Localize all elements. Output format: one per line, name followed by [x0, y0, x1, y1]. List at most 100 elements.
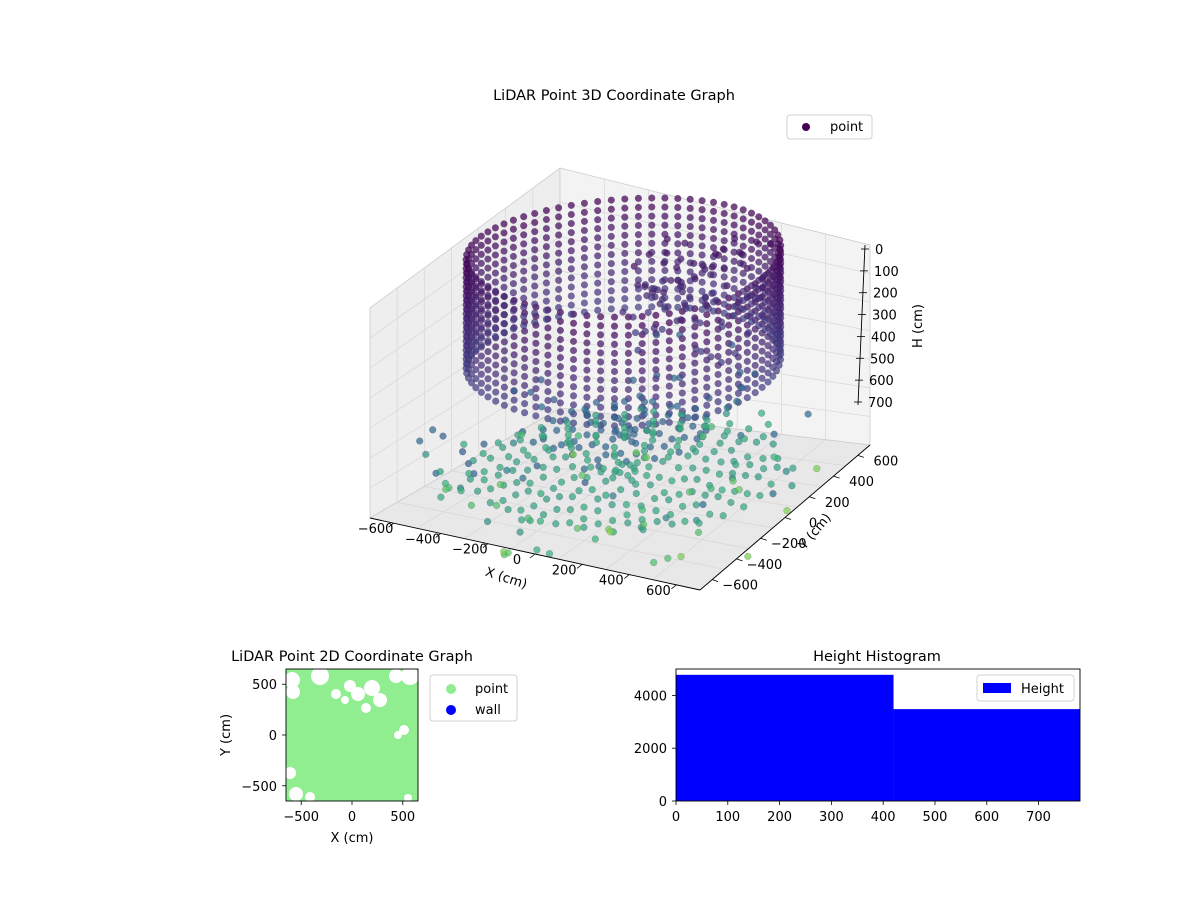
- data-point-3d: [747, 282, 756, 290]
- data-point-3d: [510, 387, 518, 395]
- data-point-3d: [484, 328, 492, 336]
- data-point-3d: [492, 361, 500, 369]
- data-point-3d: [735, 438, 743, 446]
- scatter-2d-gap: [286, 767, 296, 779]
- data-point-3d: [621, 222, 629, 230]
- data-point-3d: [677, 552, 685, 561]
- data-point-3d: [484, 246, 492, 254]
- data-point-3d: [612, 426, 620, 434]
- data-point-3d: [674, 276, 682, 284]
- data-point-3d: [664, 411, 672, 419]
- data-point-3d: [766, 312, 775, 320]
- data-point-3d: [472, 309, 480, 317]
- data-point-3d: [542, 279, 551, 287]
- data-point-3d: [698, 197, 706, 205]
- data-point-3d: [720, 255, 728, 263]
- data-point-3d: [725, 394, 733, 402]
- y-tick-3d: [736, 558, 743, 562]
- data-point-3d: [632, 449, 640, 457]
- data-point-3d: [554, 303, 563, 312]
- x-tick-3d: [671, 584, 677, 590]
- data-point-3d: [634, 294, 643, 302]
- data-point-3d: [758, 347, 766, 355]
- scatter-2d-gap: [389, 669, 403, 683]
- data-point-3d: [755, 249, 763, 257]
- data-point-3d: [609, 492, 617, 500]
- data-point-3d: [717, 458, 725, 466]
- data-point-3d: [648, 285, 656, 293]
- data-point-3d: [566, 506, 575, 514]
- data-point-3d: [500, 247, 508, 255]
- data-point-3d: [554, 213, 563, 221]
- data-point-3d: [755, 267, 763, 275]
- data-point-3d: [637, 405, 645, 413]
- data-point-3d: [621, 304, 629, 312]
- data-point-3d: [500, 329, 508, 337]
- data-point-3d: [747, 254, 756, 263]
- data-point-3d: [484, 309, 492, 318]
- legend-2d-point-marker: [446, 684, 456, 694]
- data-point-3d: [556, 335, 565, 344]
- scatter-2d-gap: [286, 685, 300, 699]
- data-point-3d: [678, 389, 686, 397]
- chart-2d: LiDAR Point 2D Coordinate Graph −500 0 500…: [219, 649, 518, 846]
- data-point-3d: [617, 486, 625, 494]
- data-point-3d: [607, 214, 615, 222]
- data-point-3d: [524, 487, 532, 495]
- data-point-3d: [592, 431, 600, 439]
- data-point-3d: [477, 352, 486, 360]
- data-point-3d: [484, 366, 492, 374]
- data-point-3d: [624, 385, 633, 394]
- data-point-3d: [650, 454, 659, 463]
- z-tick-label-3d: 100: [874, 265, 899, 280]
- data-point-3d: [523, 466, 532, 474]
- z-tick-label-3d: 0: [875, 243, 883, 258]
- data-point-3d: [674, 285, 682, 293]
- data-point-3d: [520, 294, 528, 302]
- data-point-3d: [484, 273, 492, 281]
- data-point-3d: [685, 488, 694, 496]
- data-point-3d: [520, 372, 529, 381]
- data-point-3d: [607, 223, 615, 231]
- data-point-3d: [512, 458, 521, 466]
- data-point-3d: [739, 278, 747, 286]
- data-point-3d: [730, 248, 738, 256]
- data-point-3d: [739, 233, 747, 241]
- data-point-3d: [567, 247, 575, 255]
- data-point-3d: [699, 432, 707, 440]
- data-point-3d: [701, 491, 709, 499]
- data-point-3d: [719, 512, 727, 520]
- data-point-3d: [518, 430, 526, 439]
- data-point-3d: [500, 310, 508, 319]
- data-point-3d: [743, 394, 751, 402]
- data-point-3d: [580, 299, 589, 307]
- data-point-3d: [761, 253, 769, 261]
- data-point-3d: [691, 332, 699, 340]
- chart-2d-title: LiDAR Point 2D Coordinate Graph: [231, 649, 473, 665]
- x-tick-label-3d: −600: [358, 522, 394, 537]
- data-point-3d: [596, 340, 605, 348]
- data-point-3d: [532, 366, 540, 375]
- data-point-3d: [509, 466, 517, 475]
- data-point-3d: [580, 281, 589, 289]
- data-point-3d: [567, 219, 575, 228]
- data-point-3d: [743, 453, 752, 461]
- data-point-3d: [520, 303, 528, 311]
- data-point-3d: [510, 405, 518, 413]
- z-tick-label-3d: 300: [872, 309, 897, 324]
- data-point-3d: [649, 428, 657, 436]
- z-tick-label-3d: 700: [868, 396, 893, 411]
- data-point-3d: [500, 338, 509, 346]
- data-point-3d: [544, 324, 552, 332]
- data-point-3d: [496, 463, 504, 472]
- x-tick-3d: [435, 533, 441, 538]
- data-point-3d: [531, 228, 539, 236]
- grid-line: [559, 339, 871, 389]
- data-point-3d: [520, 345, 529, 353]
- data-point-3d: [610, 358, 619, 367]
- data-point-3d: [751, 379, 759, 388]
- data-point-3d: [520, 312, 528, 321]
- data-point-3d: [648, 239, 656, 247]
- data-point-3d: [755, 322, 763, 330]
- data-point-3d: [554, 276, 563, 284]
